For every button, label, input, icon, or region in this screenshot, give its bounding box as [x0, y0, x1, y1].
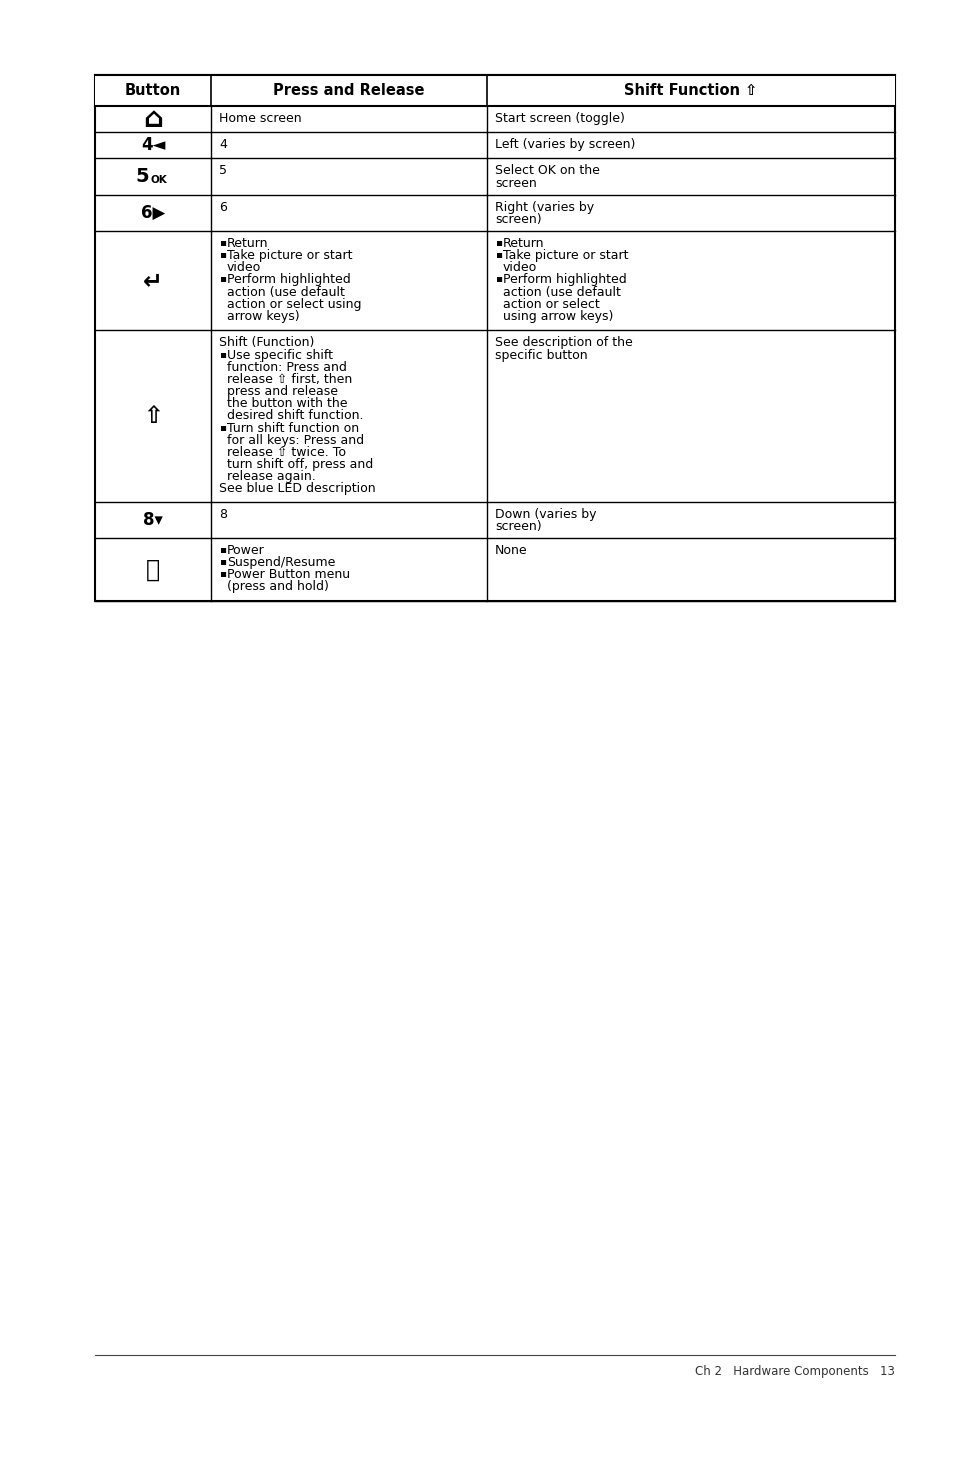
Text: Return: Return	[227, 237, 269, 249]
Text: Power: Power	[227, 544, 265, 558]
Text: release again.: release again.	[227, 471, 315, 484]
Text: Return: Return	[502, 237, 544, 249]
Text: screen: screen	[495, 177, 537, 190]
Text: 6: 6	[219, 201, 227, 214]
Text: Home screen: Home screen	[219, 112, 301, 125]
Text: ⌂: ⌂	[143, 105, 163, 133]
Text: Use specific shift: Use specific shift	[227, 348, 333, 361]
Text: Power Button menu: Power Button menu	[227, 568, 350, 581]
Text: action or select: action or select	[502, 298, 599, 311]
Text: release ⇧ twice. To: release ⇧ twice. To	[227, 445, 346, 459]
Text: 4◄: 4◄	[141, 136, 165, 155]
Text: Perform highlighted: Perform highlighted	[227, 273, 351, 286]
Text: Ch 2   Hardware Components   13: Ch 2 Hardware Components 13	[695, 1364, 894, 1378]
Bar	[95, 75, 894, 106]
Text: ▪: ▪	[219, 348, 226, 358]
Text: arrow keys): arrow keys)	[227, 310, 299, 323]
Text: 8: 8	[219, 507, 227, 521]
Text: Shift (Function): Shift (Function)	[219, 336, 314, 350]
Text: Shift Function ⇧: Shift Function ⇧	[623, 83, 757, 97]
Text: ▪: ▪	[495, 249, 501, 260]
Text: 5: 5	[135, 167, 149, 186]
Text: action (use default: action (use default	[227, 286, 345, 298]
Text: Down (varies by: Down (varies by	[495, 507, 596, 521]
Text: Perform highlighted: Perform highlighted	[502, 273, 626, 286]
Text: Select OK on the: Select OK on the	[495, 164, 599, 177]
Text: Take picture or start: Take picture or start	[227, 249, 353, 263]
Text: None: None	[495, 544, 527, 558]
Text: action (use default: action (use default	[502, 286, 620, 298]
Text: ↵: ↵	[143, 268, 163, 292]
Text: screen): screen)	[495, 519, 541, 532]
Text: press and release: press and release	[227, 385, 337, 398]
Text: ▪: ▪	[219, 422, 226, 432]
Text: ▪: ▪	[219, 273, 226, 283]
Text: 8▾: 8▾	[143, 510, 163, 530]
Text: ▪: ▪	[219, 249, 226, 260]
Text: Button: Button	[125, 83, 181, 97]
Text: release ⇧ first, then: release ⇧ first, then	[227, 373, 352, 386]
Text: Take picture or start: Take picture or start	[502, 249, 628, 263]
Text: desired shift function.: desired shift function.	[227, 410, 363, 422]
Text: Left (varies by screen): Left (varies by screen)	[495, 139, 635, 150]
Text: function: Press and: function: Press and	[227, 361, 347, 373]
Text: Turn shift function on: Turn shift function on	[227, 422, 359, 435]
Text: ▪: ▪	[219, 556, 226, 566]
Text: ▪: ▪	[495, 273, 501, 283]
Text: using arrow keys): using arrow keys)	[502, 310, 613, 323]
Text: ▪: ▪	[219, 237, 226, 246]
Text: 6▶: 6▶	[141, 204, 165, 221]
Text: ▪: ▪	[219, 568, 226, 578]
Text: video: video	[227, 261, 261, 274]
Text: turn shift off, press and: turn shift off, press and	[227, 457, 373, 471]
Text: video: video	[502, 261, 537, 274]
Text: ⇧: ⇧	[143, 404, 163, 428]
Text: OK: OK	[151, 174, 168, 184]
Text: specific button: specific button	[495, 348, 587, 361]
Text: Right (varies by: Right (varies by	[495, 201, 594, 214]
Text: See description of the: See description of the	[495, 336, 632, 350]
Text: ⏻: ⏻	[146, 558, 160, 581]
Text: action or select using: action or select using	[227, 298, 361, 311]
Text: Suspend/Resume: Suspend/Resume	[227, 556, 335, 569]
Text: 4: 4	[219, 139, 227, 150]
Text: Start screen (toggle): Start screen (toggle)	[495, 112, 624, 125]
Text: for all keys: Press and: for all keys: Press and	[227, 434, 364, 447]
Text: the button with the: the button with the	[227, 397, 347, 410]
Text: See blue LED description: See blue LED description	[219, 482, 375, 496]
Text: ▪: ▪	[219, 544, 226, 555]
Text: ▪: ▪	[495, 237, 501, 246]
Text: screen): screen)	[495, 212, 541, 226]
Bar	[95, 75, 894, 600]
Text: Press and Release: Press and Release	[273, 83, 424, 97]
Text: 5: 5	[219, 164, 227, 177]
Text: (press and hold): (press and hold)	[227, 580, 329, 593]
